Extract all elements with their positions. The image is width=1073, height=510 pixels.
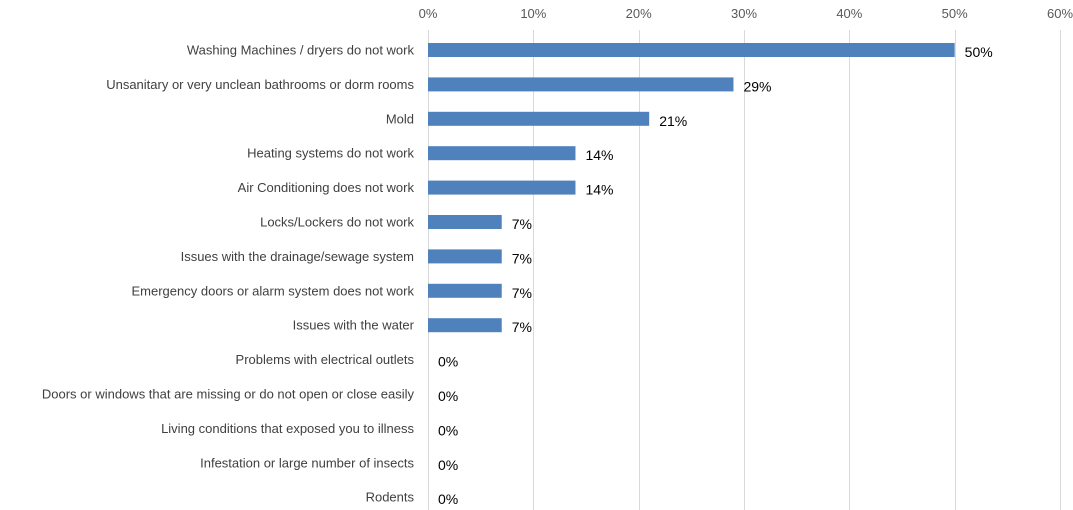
x-tick-label: 50% xyxy=(942,6,968,21)
category-label: Washing Machines / dryers do not work xyxy=(187,43,415,58)
bar xyxy=(428,111,650,126)
data-label: 29% xyxy=(743,78,771,94)
category-label: Issues with the drainage/sewage system xyxy=(181,249,414,264)
bar xyxy=(428,215,502,229)
data-label: 21% xyxy=(659,113,687,129)
category-label: Infestation or large number of insects xyxy=(200,455,414,470)
data-label: 7% xyxy=(512,216,532,232)
x-axis-tick-labels: 0% 10% 20% 30% 40% 50% 60% xyxy=(419,6,1073,21)
category-label: Unsanitary or very unclean bathrooms or … xyxy=(106,77,414,92)
x-tick-label: 40% xyxy=(836,6,862,21)
data-label: 0% xyxy=(438,491,458,507)
data-labels: 50% 29% 21% 14% 14% 7% 7% 7% 7% 0% 0% 0% 0% 0% xyxy=(438,44,993,507)
category-label: Emergency doors or alarm system does not… xyxy=(132,283,415,298)
category-label: Rodents xyxy=(366,490,415,505)
bar xyxy=(428,283,502,298)
category-label: Living conditions that exposed you to il… xyxy=(161,421,414,436)
bar xyxy=(428,249,502,264)
data-label: 7% xyxy=(512,319,532,335)
x-tick-label: 20% xyxy=(626,6,652,21)
x-tick-label: 30% xyxy=(731,6,757,21)
x-tick-label: 0% xyxy=(419,6,438,21)
category-label: Air Conditioning does not work xyxy=(238,180,415,195)
data-label: 14% xyxy=(585,147,613,163)
x-tick-label: 10% xyxy=(520,6,546,21)
bar xyxy=(428,318,502,333)
data-label: 0% xyxy=(438,457,458,473)
data-label: 0% xyxy=(438,422,458,438)
category-label: Problems with electrical outlets xyxy=(236,352,415,367)
bar xyxy=(428,43,955,57)
bar xyxy=(428,77,734,92)
data-label: 50% xyxy=(965,44,993,60)
category-label: Doors or windows that are missing or do … xyxy=(42,387,415,402)
data-label: 0% xyxy=(438,354,458,370)
category-label: Locks/Lockers do not work xyxy=(260,215,414,230)
bars xyxy=(428,43,955,333)
category-label: Heating systems do not work xyxy=(247,146,414,161)
data-label: 7% xyxy=(512,250,532,266)
category-labels: Washing Machines / dryers do not work Uns… xyxy=(42,43,415,505)
bar xyxy=(428,180,576,195)
category-label: Issues with the water xyxy=(293,318,415,333)
data-label: 7% xyxy=(512,285,532,301)
x-tick-label: 60% xyxy=(1047,6,1073,21)
data-label: 14% xyxy=(585,182,613,198)
data-label: 0% xyxy=(438,388,458,404)
gridlines xyxy=(428,30,1061,510)
category-label: Mold xyxy=(386,111,414,126)
bar xyxy=(428,146,576,161)
